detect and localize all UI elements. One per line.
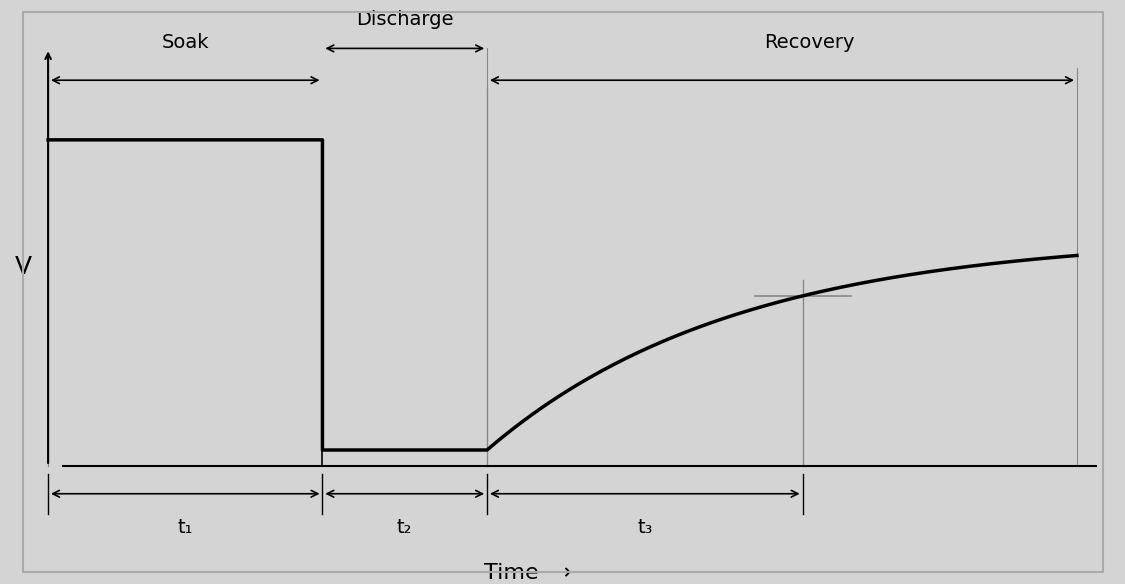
Text: t₃: t₃ bbox=[637, 517, 652, 537]
Text: t₂: t₂ bbox=[397, 517, 413, 537]
Text: t₁: t₁ bbox=[178, 517, 193, 537]
Text: Time  →: Time → bbox=[485, 563, 572, 583]
Text: V: V bbox=[15, 255, 32, 279]
Text: Recovery: Recovery bbox=[764, 33, 855, 53]
Text: Soak: Soak bbox=[162, 33, 209, 53]
Text: Discharge: Discharge bbox=[356, 9, 453, 29]
